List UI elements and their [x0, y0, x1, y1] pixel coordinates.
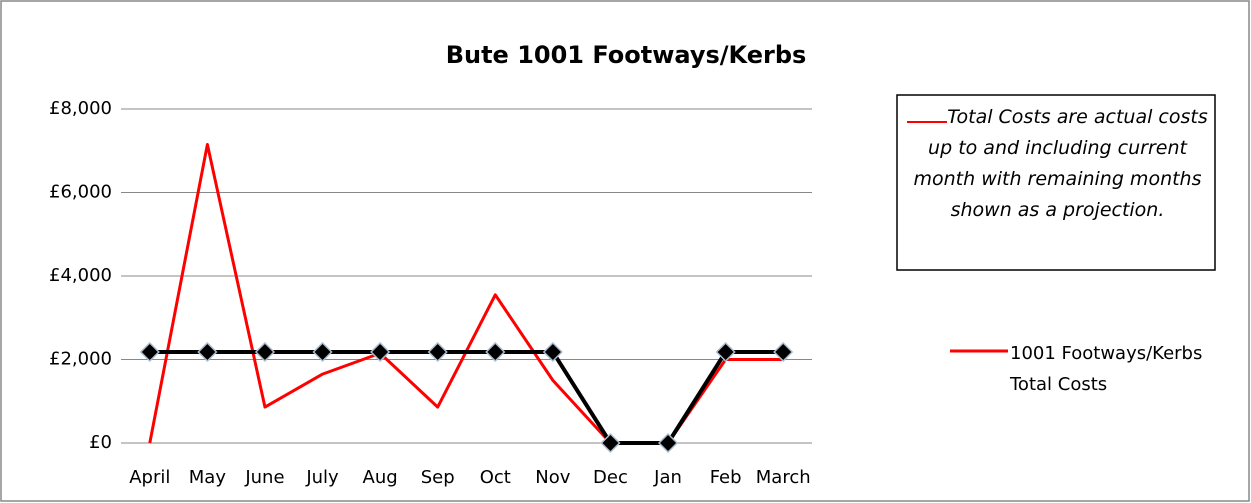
annotation: Total Costs are actual costs up to and i…: [900, 102, 1215, 226]
legend-label: 1001 Footways/Kerbs Total Costs: [1010, 343, 1203, 395]
marker: [427, 341, 448, 363]
chart-title: Bute 1001 Footways/Kerbs: [446, 41, 807, 69]
x-tick-label: Feb: [710, 467, 742, 488]
marker: [197, 341, 218, 363]
marker: [657, 432, 679, 454]
x-tick-label: Oct: [480, 467, 511, 488]
annotation-box: [896, 94, 1216, 271]
marker: [485, 341, 506, 363]
x-tick-label: June: [244, 467, 284, 488]
marker: [600, 432, 621, 454]
x-tick-label: May: [189, 467, 227, 488]
x-tick-label: Dec: [593, 467, 628, 488]
y-tick-label: £8,000: [49, 98, 112, 119]
x-tick-label: Sep: [421, 467, 455, 488]
marker: [254, 341, 276, 363]
x-tick-label: July: [305, 467, 339, 488]
marker: [139, 341, 160, 363]
x-tick-label: Aug: [363, 467, 398, 488]
x-tick-label: April: [129, 467, 170, 488]
x-tick-label: March: [756, 467, 811, 488]
marker: [370, 341, 391, 363]
y-tick-label: £0: [89, 432, 112, 453]
y-tick-label: £4,000: [49, 265, 112, 286]
annotation-swatch: [907, 103, 948, 123]
x-tick-label: Jan: [653, 467, 682, 488]
marker: [542, 341, 563, 363]
y-tick-label: £2,000: [49, 349, 112, 370]
marker: [312, 341, 333, 363]
marker: [773, 341, 794, 363]
x-tick-label: Nov: [535, 467, 570, 488]
annotation-text: Total Costs are actual costs up to and i…: [913, 106, 1208, 221]
marker: [715, 341, 736, 363]
y-tick-label: £6,000: [49, 182, 112, 203]
